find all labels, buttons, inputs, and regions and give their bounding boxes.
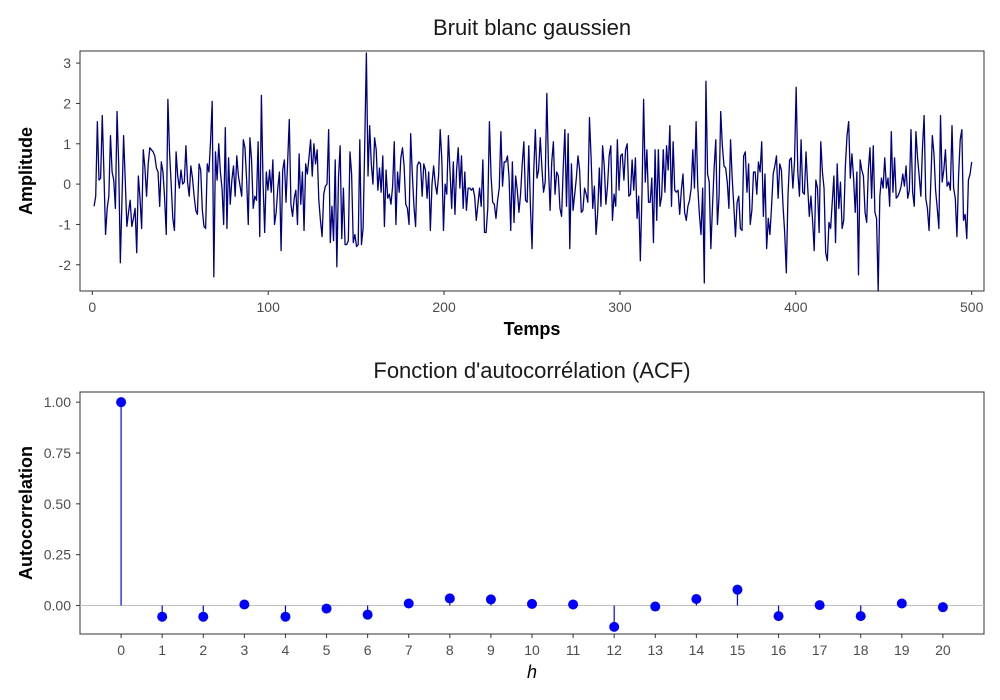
acf-point xyxy=(855,611,866,622)
x-tick-label-acf: 14 xyxy=(689,642,705,658)
y-tick-label-noise: 2 xyxy=(63,95,71,111)
plot-panel-noise xyxy=(79,50,985,292)
y-tick-label-noise: 1 xyxy=(63,136,71,152)
acf-point xyxy=(896,598,907,609)
x-tick-label-acf: 11 xyxy=(566,642,581,658)
x-tick-label-acf: 10 xyxy=(524,642,540,658)
y-tick-label-acf: 0.50 xyxy=(44,496,71,512)
acf-point xyxy=(609,621,620,632)
noise-series-line xyxy=(93,52,973,292)
x-tick-label-acf: 16 xyxy=(771,642,787,658)
x-axis-noise: 0 100 200 300 400 500 xyxy=(88,291,984,315)
acf-point xyxy=(773,611,784,622)
x-tick-label-acf: 7 xyxy=(405,642,413,658)
x-tick-label-noise: 0 xyxy=(88,299,96,315)
acf-point xyxy=(568,599,579,610)
y-tick-label-noise: -2 xyxy=(59,257,72,273)
acf-point xyxy=(527,598,537,609)
acf-point xyxy=(362,609,373,620)
acf-point xyxy=(485,594,496,605)
y-axis-title-noise: Amplitude xyxy=(16,127,36,215)
plot-panel-acf xyxy=(79,391,985,635)
y-tick-label-acf: 0.25 xyxy=(44,547,71,563)
x-tick-label-acf: 20 xyxy=(935,642,951,658)
x-tick-label-acf: 2 xyxy=(199,642,207,658)
acf-point xyxy=(691,594,702,605)
y-tick-label-noise: 3 xyxy=(63,55,71,71)
y-axis-acf: 0.00 0.25 0.50 0.75 1.00 xyxy=(44,394,80,614)
x-tick-label-acf: 18 xyxy=(853,642,869,658)
x-tick-label-noise: 400 xyxy=(784,299,808,315)
acf-point xyxy=(321,603,332,614)
y-tick-label-acf: 0.00 xyxy=(44,598,71,614)
x-tick-label-acf: 13 xyxy=(647,642,663,658)
acf-stems xyxy=(120,402,944,627)
x-axis-title-noise: Temps xyxy=(504,319,561,339)
chart-title-noise: Bruit blanc gaussien xyxy=(433,15,631,40)
chart-title-acf: Fonction d'autocorrélation (ACF) xyxy=(373,358,690,383)
y-axis-title-acf: Autocorrelation xyxy=(16,446,36,580)
x-tick-label-acf: 5 xyxy=(323,642,331,658)
x-axis-title-acf: h xyxy=(527,662,537,682)
y-axis-noise: -2 -1 0 1 2 3 xyxy=(59,55,80,273)
x-tick-label-acf: 19 xyxy=(894,642,910,658)
acf-point xyxy=(403,598,414,609)
acf-point xyxy=(116,397,127,408)
x-tick-label-acf: 12 xyxy=(606,642,622,658)
acf-point xyxy=(280,611,291,622)
acf-point xyxy=(239,599,250,610)
y-tick-label-noise: 0 xyxy=(63,176,71,192)
acf-point xyxy=(937,602,948,613)
acf-point xyxy=(444,593,455,604)
y-tick-label-acf: 1.00 xyxy=(44,394,71,410)
acf-chart: Fonction d'autocorrélation (ACF) 0.00 0.2… xyxy=(16,358,985,682)
x-tick-label-noise: 200 xyxy=(432,299,456,315)
x-tick-label-acf: 4 xyxy=(282,642,290,658)
x-tick-label-acf: 0 xyxy=(117,642,125,658)
acf-point xyxy=(814,600,825,611)
acf-point xyxy=(650,601,661,612)
y-tick-label-noise: -1 xyxy=(59,216,72,232)
x-tick-label-acf: 8 xyxy=(446,642,454,658)
acf-point xyxy=(157,611,168,622)
acf-points xyxy=(116,397,948,632)
acf-point xyxy=(732,584,743,595)
y-tick-label-acf: 0.75 xyxy=(44,445,71,461)
x-axis-acf: 0 1 2 3 4 5 6 7 8 9 10 11 12 13 14 15 16 17 18 19 20 xyxy=(117,634,951,658)
x-tick-label-acf: 17 xyxy=(812,642,828,658)
time-series-chart: Bruit blanc gaussien -2 -1 0 1 2 3 0 100 200 300… xyxy=(16,15,985,339)
x-tick-label-noise: 500 xyxy=(960,299,984,315)
x-tick-label-noise: 100 xyxy=(257,299,281,315)
x-tick-label-acf: 15 xyxy=(730,642,746,658)
x-tick-label-acf: 1 xyxy=(158,642,166,658)
acf-point xyxy=(198,611,209,622)
x-tick-label-acf: 6 xyxy=(364,642,372,658)
x-tick-label-noise: 300 xyxy=(608,299,632,315)
x-tick-label-acf: 9 xyxy=(487,642,495,658)
x-tick-label-acf: 3 xyxy=(240,642,248,658)
